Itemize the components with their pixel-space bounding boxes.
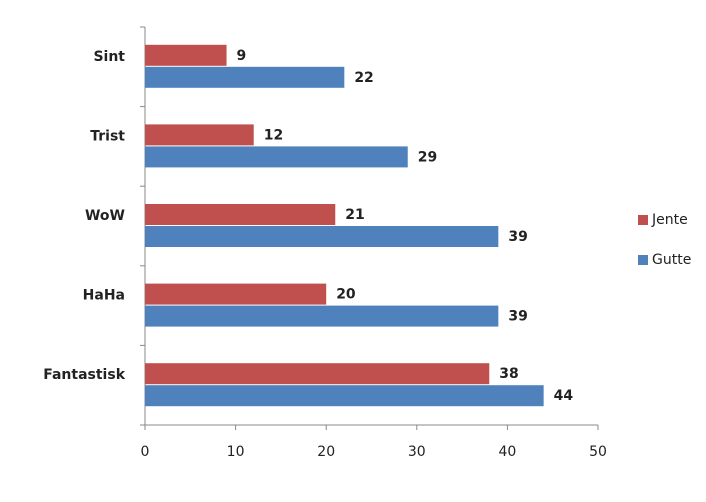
x-tick-label: 0	[141, 444, 150, 460]
y-tick-label: Sint	[93, 49, 125, 65]
value-label: 21	[345, 207, 364, 223]
legend-label: Jente	[651, 212, 688, 228]
value-label: 38	[499, 366, 518, 382]
bar	[145, 226, 499, 247]
y-tick-label: WoW	[85, 208, 125, 224]
bar	[145, 204, 336, 225]
bar	[145, 363, 490, 385]
value-label: 39	[508, 229, 527, 245]
bar	[145, 283, 327, 305]
value-label: 44	[554, 388, 574, 404]
bar	[145, 305, 499, 327]
x-tick-label: 30	[408, 444, 426, 460]
x-tick-label: 40	[498, 444, 516, 460]
legend-swatch	[638, 215, 648, 225]
value-label: 29	[418, 149, 437, 165]
bar	[145, 385, 544, 407]
y-tick-label: Fantastisk	[43, 367, 125, 383]
value-label: 9	[237, 48, 247, 64]
bar	[145, 44, 227, 66]
legend-swatch	[638, 255, 648, 265]
value-label: 20	[336, 287, 356, 303]
bar	[145, 146, 408, 168]
x-tick-label: 50	[589, 444, 607, 460]
value-label: 12	[264, 127, 283, 143]
bar	[145, 124, 254, 146]
value-label: 39	[508, 309, 527, 325]
legend-label: Gutte	[652, 252, 691, 268]
value-label: 22	[354, 70, 373, 86]
y-tick-label: Trist	[90, 128, 125, 144]
y-tick-label: HaHa	[83, 288, 125, 304]
x-tick-label: 10	[227, 444, 245, 460]
bar	[145, 66, 345, 88]
x-tick-label: 20	[317, 444, 335, 460]
